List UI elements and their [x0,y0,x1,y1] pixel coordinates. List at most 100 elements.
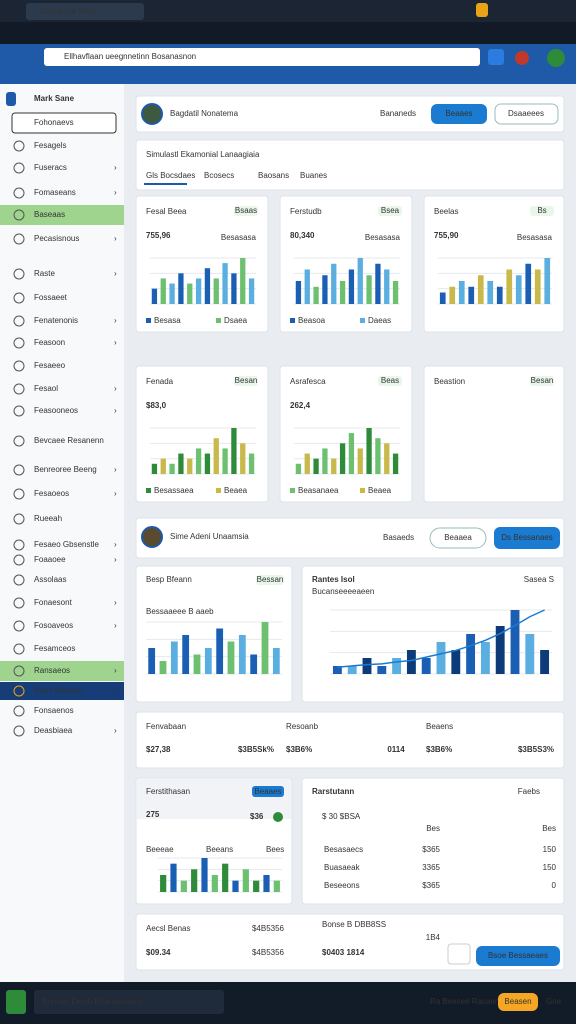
bar [496,286,503,304]
sidebar [0,84,124,982]
taskbar-search[interactable] [34,990,224,1014]
stat-value: $3B6% [286,745,312,754]
tab-label[interactable]: Buanes [300,171,327,180]
bar [392,453,399,474]
primary-button[interactable] [476,946,560,966]
toolbar-button[interactable] [488,49,504,65]
bar [366,428,372,474]
bar [222,263,228,304]
bar [436,642,446,674]
nav-item[interactable]: Fonaesont [34,598,73,607]
stat-value: $27,38 [146,745,171,754]
pill-button[interactable] [429,527,487,549]
nav-item[interactable]: Fosoaveos [34,621,73,630]
nav-item[interactable]: Baseaas [34,210,65,219]
stat-amount: $4B5356 [252,924,285,933]
bar [213,438,219,474]
nav-item[interactable]: Rueeah [34,514,62,523]
extension-icon[interactable] [476,3,488,17]
nav-item[interactable]: Benreoree Beeng [34,465,97,474]
nav-item[interactable]: Feasooneos [34,406,78,415]
nav-item[interactable]: Fossaeet [34,293,68,302]
legend-swatch [216,318,221,323]
header-link[interactable]: Bananeds [380,109,416,118]
nav-item[interactable]: Fuseracs [34,163,67,172]
nav-item[interactable]: Raste [34,269,55,278]
nav-icon [13,405,25,417]
taskbar-button[interactable] [498,993,538,1011]
bar [222,448,228,474]
nav-item[interactable]: Pecasisnous [34,234,79,243]
card [301,777,565,905]
nav-item[interactable]: Fesaoeos [34,489,69,498]
nav-item[interactable]: Fesaol [34,384,58,393]
legend-label: Beasanaea [298,486,339,495]
bar [534,269,541,304]
legend-swatch [360,318,365,323]
card [135,711,565,769]
card-value: 755,90 [434,231,459,240]
bar [151,463,158,474]
card-value: 80,340 [290,231,315,240]
nav-item[interactable]: Fesamceos [34,644,75,653]
tab-label[interactable]: Baosans [258,171,289,180]
bar [506,269,513,304]
chevron: › [114,465,117,474]
nav-item[interactable]: Foaaoee [34,555,66,564]
card [423,195,565,333]
stat-label: Aecsl Benas [146,924,190,933]
tab-label[interactable]: Gls Bocsdaes [146,171,195,180]
bar [477,275,484,304]
nav-item[interactable]: Feasoon [34,338,65,347]
chevron: › [114,234,117,243]
tab[interactable] [26,3,144,20]
chevron: › [114,163,117,172]
bar [347,666,357,674]
nav-item[interactable]: Bauo Beaeas [34,686,82,695]
table-action[interactable]: Faebs [518,787,540,796]
card-title: Ferstudb [290,207,322,216]
app-icon[interactable] [6,990,26,1014]
bar [232,880,239,892]
nav-item[interactable]: Fenatenonis [34,316,78,325]
secondary-button[interactable] [494,103,559,125]
nav-item[interactable]: Deasbiaea [34,726,73,735]
legend-label: Beaea [368,486,392,495]
section-link[interactable]: Basaeds [383,533,414,542]
stat-value: $3B5S3% [518,745,554,754]
profile-avatar[interactable] [515,51,529,65]
primary-button[interactable] [494,527,560,549]
bar [375,438,381,474]
nav-item[interactable]: Bevcaee Resanenn [34,436,104,445]
nav-item[interactable]: Fonsaenos [34,706,74,715]
legend-label: Beeeae [146,845,174,854]
primary-button[interactable] [431,104,487,124]
address-field[interactable] [44,48,480,66]
icon-button[interactable] [447,943,471,965]
profile-avatar[interactable] [547,49,565,67]
bar [263,875,270,892]
bar [322,275,328,304]
card-sub: Besasasa [365,233,401,242]
nav-item[interactable]: Fesagels [34,141,66,150]
nav-item[interactable]: Fomaseans [34,188,76,197]
chevron: › [114,555,117,564]
nav-icon [13,162,25,174]
card-value: $83,0 [146,401,167,410]
bar [178,273,184,304]
tab-label[interactable]: Bcosecs [204,171,234,180]
search-field[interactable] [11,112,117,134]
nav-item[interactable]: Fesaeo Gbsenstle [34,540,99,549]
bar [248,278,255,304]
nav-item[interactable]: Fesaeeo [34,361,66,370]
card [135,139,565,191]
chart-note: Bessaaeee B aaeb [146,607,214,616]
nav-item[interactable]: Assolaas [34,575,66,584]
bar [357,258,363,304]
legend-swatch [290,318,295,323]
legend-label: Beaea [224,486,248,495]
nav-item[interactable]: Ransaeos [34,666,70,675]
chevron: › [114,621,117,630]
avatar [141,526,163,548]
card-title: Fenada [146,377,174,386]
